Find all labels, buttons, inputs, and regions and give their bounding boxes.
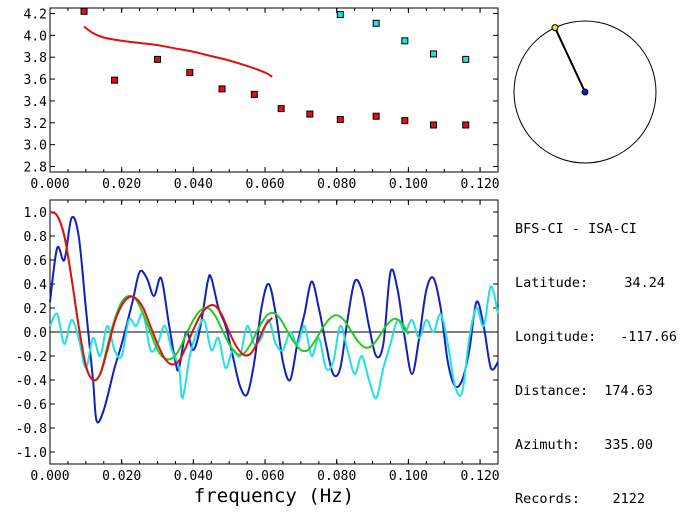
coherency-chart: 0.000 0.020 0.040 0.060 0.080 0.100 0.120 1.0 0.… [16,199,500,507]
data-point [429,50,437,58]
y-tick-label: 2.8 [24,161,47,176]
y-tick-label: -0.2 [16,350,47,365]
center-dot [581,88,589,96]
series-line-cyan [49,285,499,400]
y-tick-label: 4.2 [24,7,47,22]
x-tick-label: 0.000 [30,469,69,484]
x-tick-label: 0.120 [461,469,500,484]
x-tick-label: 0.020 [102,177,141,192]
station-dot [551,24,559,32]
x-axis-label: frequency (Hz) [194,485,354,507]
azimuth-compass [513,20,657,164]
x-tick-label: 0.080 [317,177,356,192]
x-tick-label: 0.100 [389,177,428,192]
data-point [250,90,258,98]
azimuth-needle [554,27,586,93]
station-info: BFS-CI - ISA-CI Latitude: 34.24 Longitude… [515,184,677,526]
data-point [401,117,409,125]
data-point [111,76,119,84]
series-line-green [49,211,410,382]
data-point [186,69,194,77]
compass-circle [513,20,657,164]
info-row-distance: Distance: 174.63 [515,382,677,400]
data-point [462,121,470,129]
y-tick-label: 1.0 [24,206,47,221]
records-value: 2122 [612,491,645,507]
latitude-label: Latitude: [515,275,589,291]
x-tick-label: 0.060 [245,469,284,484]
station-pair-title: BFS-CI - ISA-CI [515,220,677,238]
y-tick-label: 3.0 [24,139,47,154]
x-tick-label: 0.060 [245,177,284,192]
y-tick-label: -0.4 [16,374,47,389]
data-point [306,110,314,118]
y-tick-label: 3.2 [24,117,47,132]
station-pair-label: BFS-CI - ISA-CI [515,221,637,237]
phase-velocity-chart: 0.000 0.020 0.040 0.060 0.080 0.100 0.120 2.8 3.… [24,7,500,192]
data-point [429,121,437,129]
y-tick-label: -0.8 [16,422,47,437]
data-point [372,112,380,120]
x-tick-label: 0.000 [30,177,69,192]
y-tick-label: 3.6 [24,73,47,88]
info-row-azimuth: Azimuth: 335.00 [515,436,677,454]
info-row-latitude: Latitude: 34.24 [515,274,677,292]
plot-frame [49,7,499,173]
y-tick-label: 4.0 [24,29,47,44]
y-tick-label: 0.6 [24,254,47,269]
x-tick-label: 0.080 [317,469,356,484]
data-point [336,116,344,124]
info-row-records: Records: 2122 [515,490,677,508]
x-tick-label: 0.120 [461,177,500,192]
distance-value: 174.63 [604,383,653,399]
longitude-label: Longitude: [515,329,597,345]
data-point [336,11,344,19]
y-tick-label: 3.4 [24,95,48,110]
series-line-blue [49,216,499,424]
data-point [372,19,380,27]
data-point [462,55,470,63]
info-row-longitude: Longitude: -117.66 [515,328,677,346]
y-tick-label: -0.6 [16,398,47,413]
data-point [277,105,285,113]
records-label: Records: [515,491,581,507]
longitude-value: -117.66 [620,329,677,345]
azimuth-label: Azimuth: [515,437,581,453]
x-tick-label: 0.020 [102,469,141,484]
series-line-red [83,25,273,78]
data-point [401,37,409,45]
azimuth-value: 335.00 [604,437,653,453]
y-tick-label: 0.8 [24,230,47,245]
data-point [154,55,162,63]
distance-label: Distance: [515,383,589,399]
y-tick-label: 0.2 [24,302,47,317]
x-tick-label: 0.040 [174,469,213,484]
latitude-value: 34.24 [624,275,665,291]
x-tick-label: 0.100 [389,469,428,484]
y-tick-label: -1.0 [16,446,47,461]
x-tick-label: 0.040 [174,177,213,192]
data-point [80,7,88,15]
y-tick-label: 3.8 [24,51,47,66]
data-point [218,85,226,93]
y-tick-label: 0.0 [24,326,47,341]
series-line-red [49,211,273,382]
y-tick-label: 0.4 [24,278,48,293]
